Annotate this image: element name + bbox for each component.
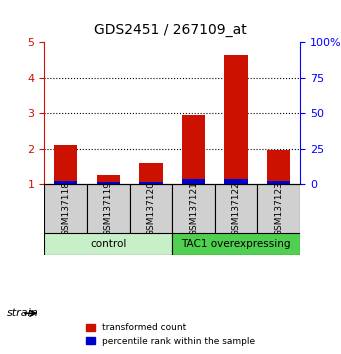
FancyBboxPatch shape: [44, 184, 87, 233]
Bar: [97, 175, 120, 184]
Text: GSM137118: GSM137118: [61, 181, 70, 236]
Bar: [97, 182, 120, 184]
FancyBboxPatch shape: [130, 184, 172, 233]
FancyBboxPatch shape: [44, 233, 172, 255]
Bar: [182, 179, 205, 184]
Text: GSM137122: GSM137122: [232, 181, 241, 236]
Text: GSM137119: GSM137119: [104, 181, 113, 236]
Bar: [267, 181, 291, 184]
Text: GDS2451 / 267109_at: GDS2451 / 267109_at: [94, 23, 247, 37]
FancyBboxPatch shape: [172, 184, 215, 233]
Legend: transformed count, percentile rank within the sample: transformed count, percentile rank withi…: [82, 320, 259, 349]
Text: GSM137120: GSM137120: [146, 181, 155, 236]
Bar: [267, 150, 291, 184]
Bar: [224, 55, 248, 184]
Text: control: control: [90, 239, 127, 249]
Text: TAC1 overexpressing: TAC1 overexpressing: [181, 239, 291, 249]
Bar: [54, 145, 77, 184]
Text: GSM137121: GSM137121: [189, 181, 198, 236]
Text: GSM137123: GSM137123: [274, 181, 283, 236]
FancyBboxPatch shape: [87, 184, 130, 233]
Bar: [54, 181, 77, 184]
Bar: [139, 163, 163, 184]
Bar: [182, 115, 205, 184]
Bar: [224, 179, 248, 184]
Text: strain: strain: [7, 308, 39, 318]
FancyBboxPatch shape: [215, 184, 257, 233]
FancyBboxPatch shape: [257, 184, 300, 233]
Bar: [139, 182, 163, 184]
FancyBboxPatch shape: [172, 233, 300, 255]
